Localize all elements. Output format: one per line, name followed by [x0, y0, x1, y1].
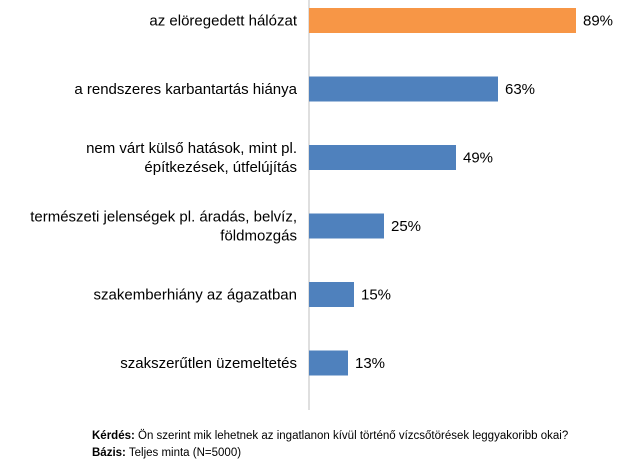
bar-1 — [309, 76, 498, 102]
bar-5 — [309, 350, 348, 376]
category-label-2-1: építkezések, útfelújítás — [144, 159, 297, 176]
value-label-4: 15% — [361, 287, 391, 304]
base-text: Teljes minta (N=5000) — [125, 447, 242, 459]
value-label-5: 13% — [355, 355, 385, 372]
question-note: Kérdés: Ön szerint mik lehetnek az ingat… — [92, 430, 568, 442]
bar-4 — [309, 282, 354, 307]
category-label-1-0: a rendszeres karbantartás hiánya — [74, 81, 297, 98]
question-text: Ön szerint mik lehetnek az ingatlanon kí… — [134, 430, 569, 442]
value-label-1: 63% — [505, 81, 535, 98]
category-label-3-0: természeti jelenségek pl. áradás, belvíz… — [30, 209, 297, 226]
base-label: Bázis: — [92, 447, 126, 459]
category-label-2-0: nem várt külső hatások, mint pl. — [86, 140, 297, 157]
bar-3 — [309, 213, 384, 239]
value-label-0: 89% — [583, 13, 613, 30]
value-label-2: 49% — [463, 150, 493, 167]
base-note: Bázis: Teljes minta (N=5000) — [92, 447, 241, 459]
bar-chart: 89% az elöregedett hálózat 63% a rendszeres… — [30, 0, 613, 410]
category-label-3-1: földmozgás — [220, 228, 297, 245]
category-label-4-0: szakemberhiány az ágazatban — [94, 287, 297, 304]
category-label-5-0: szakszerűtlen üzemeltetés — [120, 355, 297, 372]
bar-0 — [309, 8, 576, 33]
question-label: Kérdés: — [92, 430, 135, 442]
category-label-0-0: az elöregedett hálózat — [149, 13, 297, 30]
value-label-3: 25% — [391, 218, 421, 235]
bar-2 — [309, 145, 456, 170]
